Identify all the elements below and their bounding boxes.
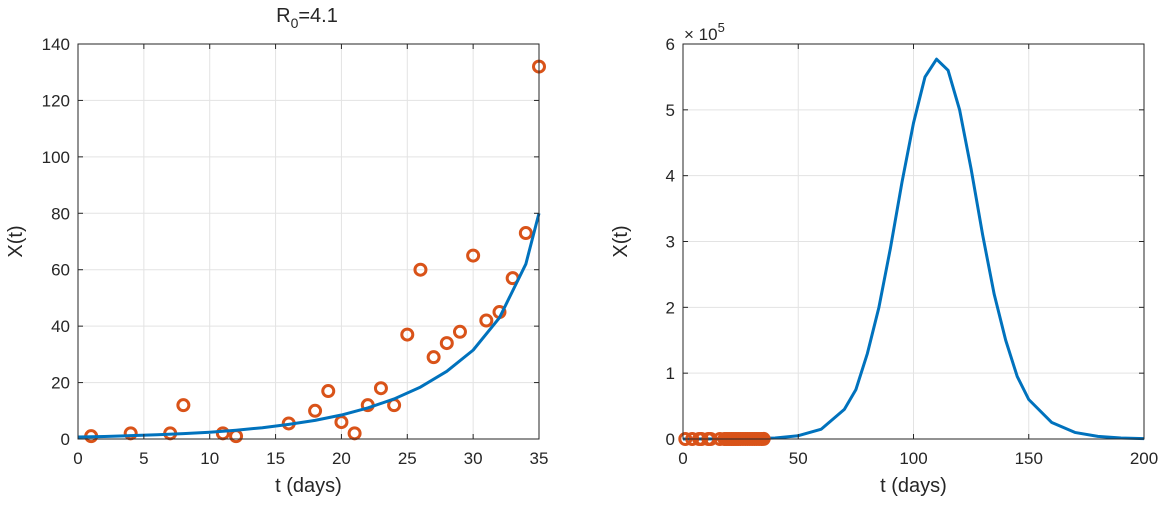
right-y-exponent: × 105 [684,20,725,44]
left-data-point [452,324,467,339]
right-x-axis-label: t (days) [880,475,947,497]
left-y-tick-label: 0 [61,430,70,449]
left-data-point [373,381,388,396]
left-chart-panel: R0=4.1 0 5 10 15 20 25 30 35 0 20 40 60 80 100 120 140 t… [5,5,548,497]
left-data-point [439,336,454,351]
right-x-tick-label: 200 [1130,449,1158,468]
left-y-tick-label: 140 [42,35,70,54]
left-data-point [479,313,494,328]
left-y-tick-label: 120 [42,91,70,110]
left-y-tick-label: 60 [51,261,70,280]
right-x-tick-label: 150 [1015,449,1043,468]
right-x-tick-label: 100 [899,449,927,468]
right-y-tick-label: 0 [666,430,675,449]
left-x-tick-label: 15 [266,449,285,468]
left-y-tick-label: 40 [51,317,70,336]
right-model-curve [682,57,1145,441]
left-chart-title: R0=4.1 [276,5,338,31]
right-y-tick-label: 3 [666,233,675,252]
left-x-axis-label: t (days) [275,475,342,497]
right-y-axis-label: X(t) [610,225,632,257]
right-x-tick-label: 50 [789,449,808,468]
left-data-point [334,415,349,430]
left-data-point [321,384,336,399]
left-plot-area [78,44,539,439]
right-y-tick-label: 6 [666,35,675,54]
left-x-tick-label: 5 [139,449,148,468]
left-data-point [176,398,191,413]
left-data-point [466,248,481,263]
right-y-tick-label: 4 [666,167,675,186]
right-chart-panel: × 105 0 50 100 150 200 0 1 2 3 4 5 6 t (days) X(t) [610,20,1158,497]
left-x-tick-label: 25 [398,449,417,468]
left-x-tick-label: 0 [73,449,82,468]
left-data-point [426,350,441,365]
left-y-axis-label: X(t) [5,225,27,257]
left-data-point [308,403,323,418]
left-data-point [400,327,415,342]
right-y-tick-label: 5 [666,101,675,120]
left-axes-box [77,43,540,440]
right-x-tick-label: 0 [678,449,687,468]
right-y-tick-label: 2 [666,298,675,317]
left-y-tick-label: 100 [42,148,70,167]
left-x-tick-label: 20 [332,449,351,468]
left-y-tick-label: 20 [51,374,70,393]
left-data-point [413,262,428,277]
left-x-tick-label: 10 [200,449,219,468]
left-x-tick-label: 30 [464,449,483,468]
left-model-curve [77,212,541,439]
left-y-tick-label: 80 [51,204,70,223]
left-x-tick-label: 35 [530,449,549,468]
left-data-point [518,226,533,241]
right-y-tick-label: 1 [666,364,675,383]
